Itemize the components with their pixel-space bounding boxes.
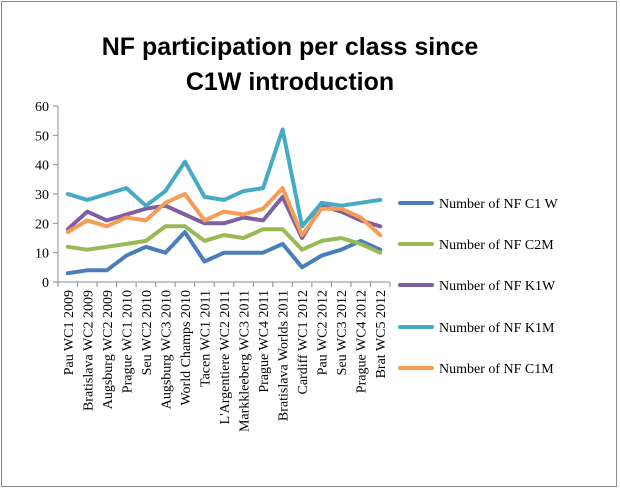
x-tick-label: Prague WC4 2011 [257,290,272,393]
legend-label-1: Number of NF C1 W [439,197,559,212]
y-tick-label: 40 [35,159,49,174]
x-tick-label: Seu WC2 2010 [140,290,155,375]
x-tick-label: Cardiff WC1 2012 [296,290,311,394]
y-tick-label: 50 [35,129,49,144]
x-tick-label: L'Argentiere WC2 2011 [218,290,233,424]
chart-axes [53,105,391,287]
chart-title-line-2: C1W introduction [186,68,394,96]
x-tick-label: World Champs 2010 [179,290,194,406]
legend-label-2: Number of NF C2M [439,238,554,253]
x-tick-label: Seu WC3 2012 [335,290,350,375]
chart-title: NF participation per class since C1W int… [102,33,479,96]
y-tick-label: 60 [35,100,49,115]
series-line-2 [65,224,383,255]
chart-title-line-1: NF participation per class since [102,33,479,61]
x-tick-label: Bratislava Worlds 2011 [277,290,292,421]
x-tick-label: Prague WC4 2012 [355,290,370,393]
y-tick-label: 30 [35,188,49,203]
chart-series [65,127,383,276]
x-tick-label: Markkleeberg WC3 2011 [238,290,253,432]
y-tick-label: 10 [35,247,49,262]
legend-label-5: Number of NF C1M [439,362,554,377]
chart-legend: Number of NF C1 W Number of NF C2M Number … [398,197,559,377]
series-line-5 [65,186,383,238]
x-tick-label: Augsburg WC3 2010 [159,290,174,409]
x-tick-label: Prague WC1 2010 [120,290,135,393]
y-tick-label: 20 [35,217,49,232]
x-tick-label: Augsburg WC2 2009 [101,290,116,409]
y-axis-tick-labels: 0 10 20 30 40 50 60 [35,100,49,291]
x-tick-label: Pau WC2 2012 [316,290,331,375]
y-tick-label: 0 [42,276,49,291]
x-axis-tick-labels: Pau WC1 2009 Bratislava WC2 2009 Augsburg … [62,290,389,432]
x-tick-label: Brat WC5 2012 [374,290,389,378]
legend-label-3: Number of NF K1W [439,279,556,294]
x-tick-label: Tacen WC1 2011 [198,290,213,387]
x-tick-label: Bratislava WC2 2009 [81,290,96,411]
x-tick-label: Pau WC1 2009 [62,290,77,375]
series-line-4 [65,127,383,229]
legend-label-4: Number of NF K1M [439,321,555,336]
series-line-1 [65,230,383,276]
